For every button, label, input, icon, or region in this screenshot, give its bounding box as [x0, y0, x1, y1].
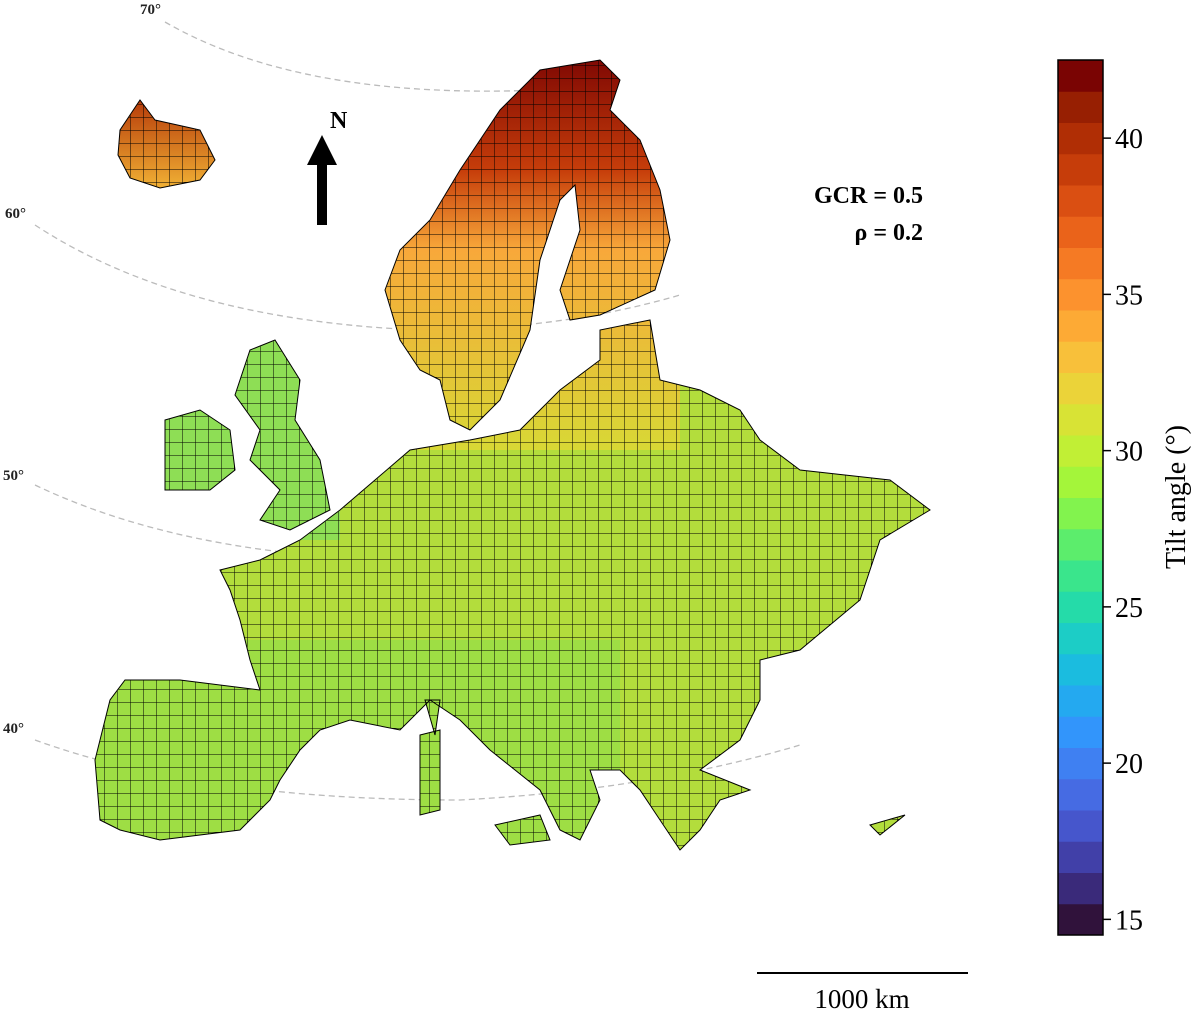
scale-bar-label: 1000 km [814, 984, 909, 1014]
colorbar-band [1058, 153, 1103, 186]
colorbar-tick-label: 30 [1115, 437, 1143, 468]
colorbar-band [1058, 497, 1103, 530]
colorbar-frame [1057, 59, 1104, 936]
latitude-label: 60° [5, 206, 26, 222]
colorbar-tick-label: 20 [1115, 749, 1143, 780]
colorbar-band [1058, 216, 1103, 248]
colorbar-band [1058, 591, 1103, 623]
colorbar-band [1058, 747, 1103, 780]
colorbar-band [1058, 403, 1103, 436]
colorbar-band [1058, 528, 1103, 561]
colorbar-band [1058, 622, 1103, 655]
north-label: N [330, 108, 348, 134]
colorbar-band [1058, 653, 1103, 686]
colorbar-tick-label: 25 [1115, 593, 1143, 624]
colorbar-band [1058, 466, 1103, 498]
colorbar-band [1058, 91, 1103, 123]
colorbar-band [1058, 60, 1103, 92]
colorbar-band [1058, 122, 1103, 155]
colorbar-band [1058, 716, 1103, 748]
colorbar: 15 20 25 30 35 40 [1057, 59, 1143, 936]
colorbar-tick-label: 15 [1115, 905, 1143, 936]
colorbar-band [1058, 872, 1103, 905]
colorbar-band [1058, 247, 1103, 280]
annotation: ρ = 0.2 [854, 220, 923, 246]
colorbar-band [1058, 778, 1103, 811]
north-arrow [307, 135, 337, 225]
colorbar-tick-label: 35 [1115, 280, 1143, 311]
colorbar-band [1058, 903, 1103, 936]
latitude-label: 70° [140, 2, 161, 18]
colorbar-band [1058, 278, 1103, 311]
annotation: GCR = 0.5 [814, 183, 923, 209]
colorbar-band [1058, 435, 1103, 467]
colorbar-tick-label: 40 [1115, 124, 1143, 155]
colorbar-band [1058, 560, 1103, 592]
latitude-label: 50° [3, 468, 24, 484]
colorbar-band [1058, 310, 1103, 342]
colorbar-band [1058, 185, 1103, 217]
colorbar-label: Tilt angle (°) [1161, 425, 1192, 569]
colorbar-band [1058, 341, 1103, 373]
colorbar-band [1058, 841, 1103, 873]
colorbar-band [1058, 685, 1103, 717]
colorbar-band [1058, 372, 1103, 405]
latitude-label: 40° [3, 721, 24, 737]
map-land [94, 59, 931, 851]
colorbar-band [1058, 810, 1103, 842]
